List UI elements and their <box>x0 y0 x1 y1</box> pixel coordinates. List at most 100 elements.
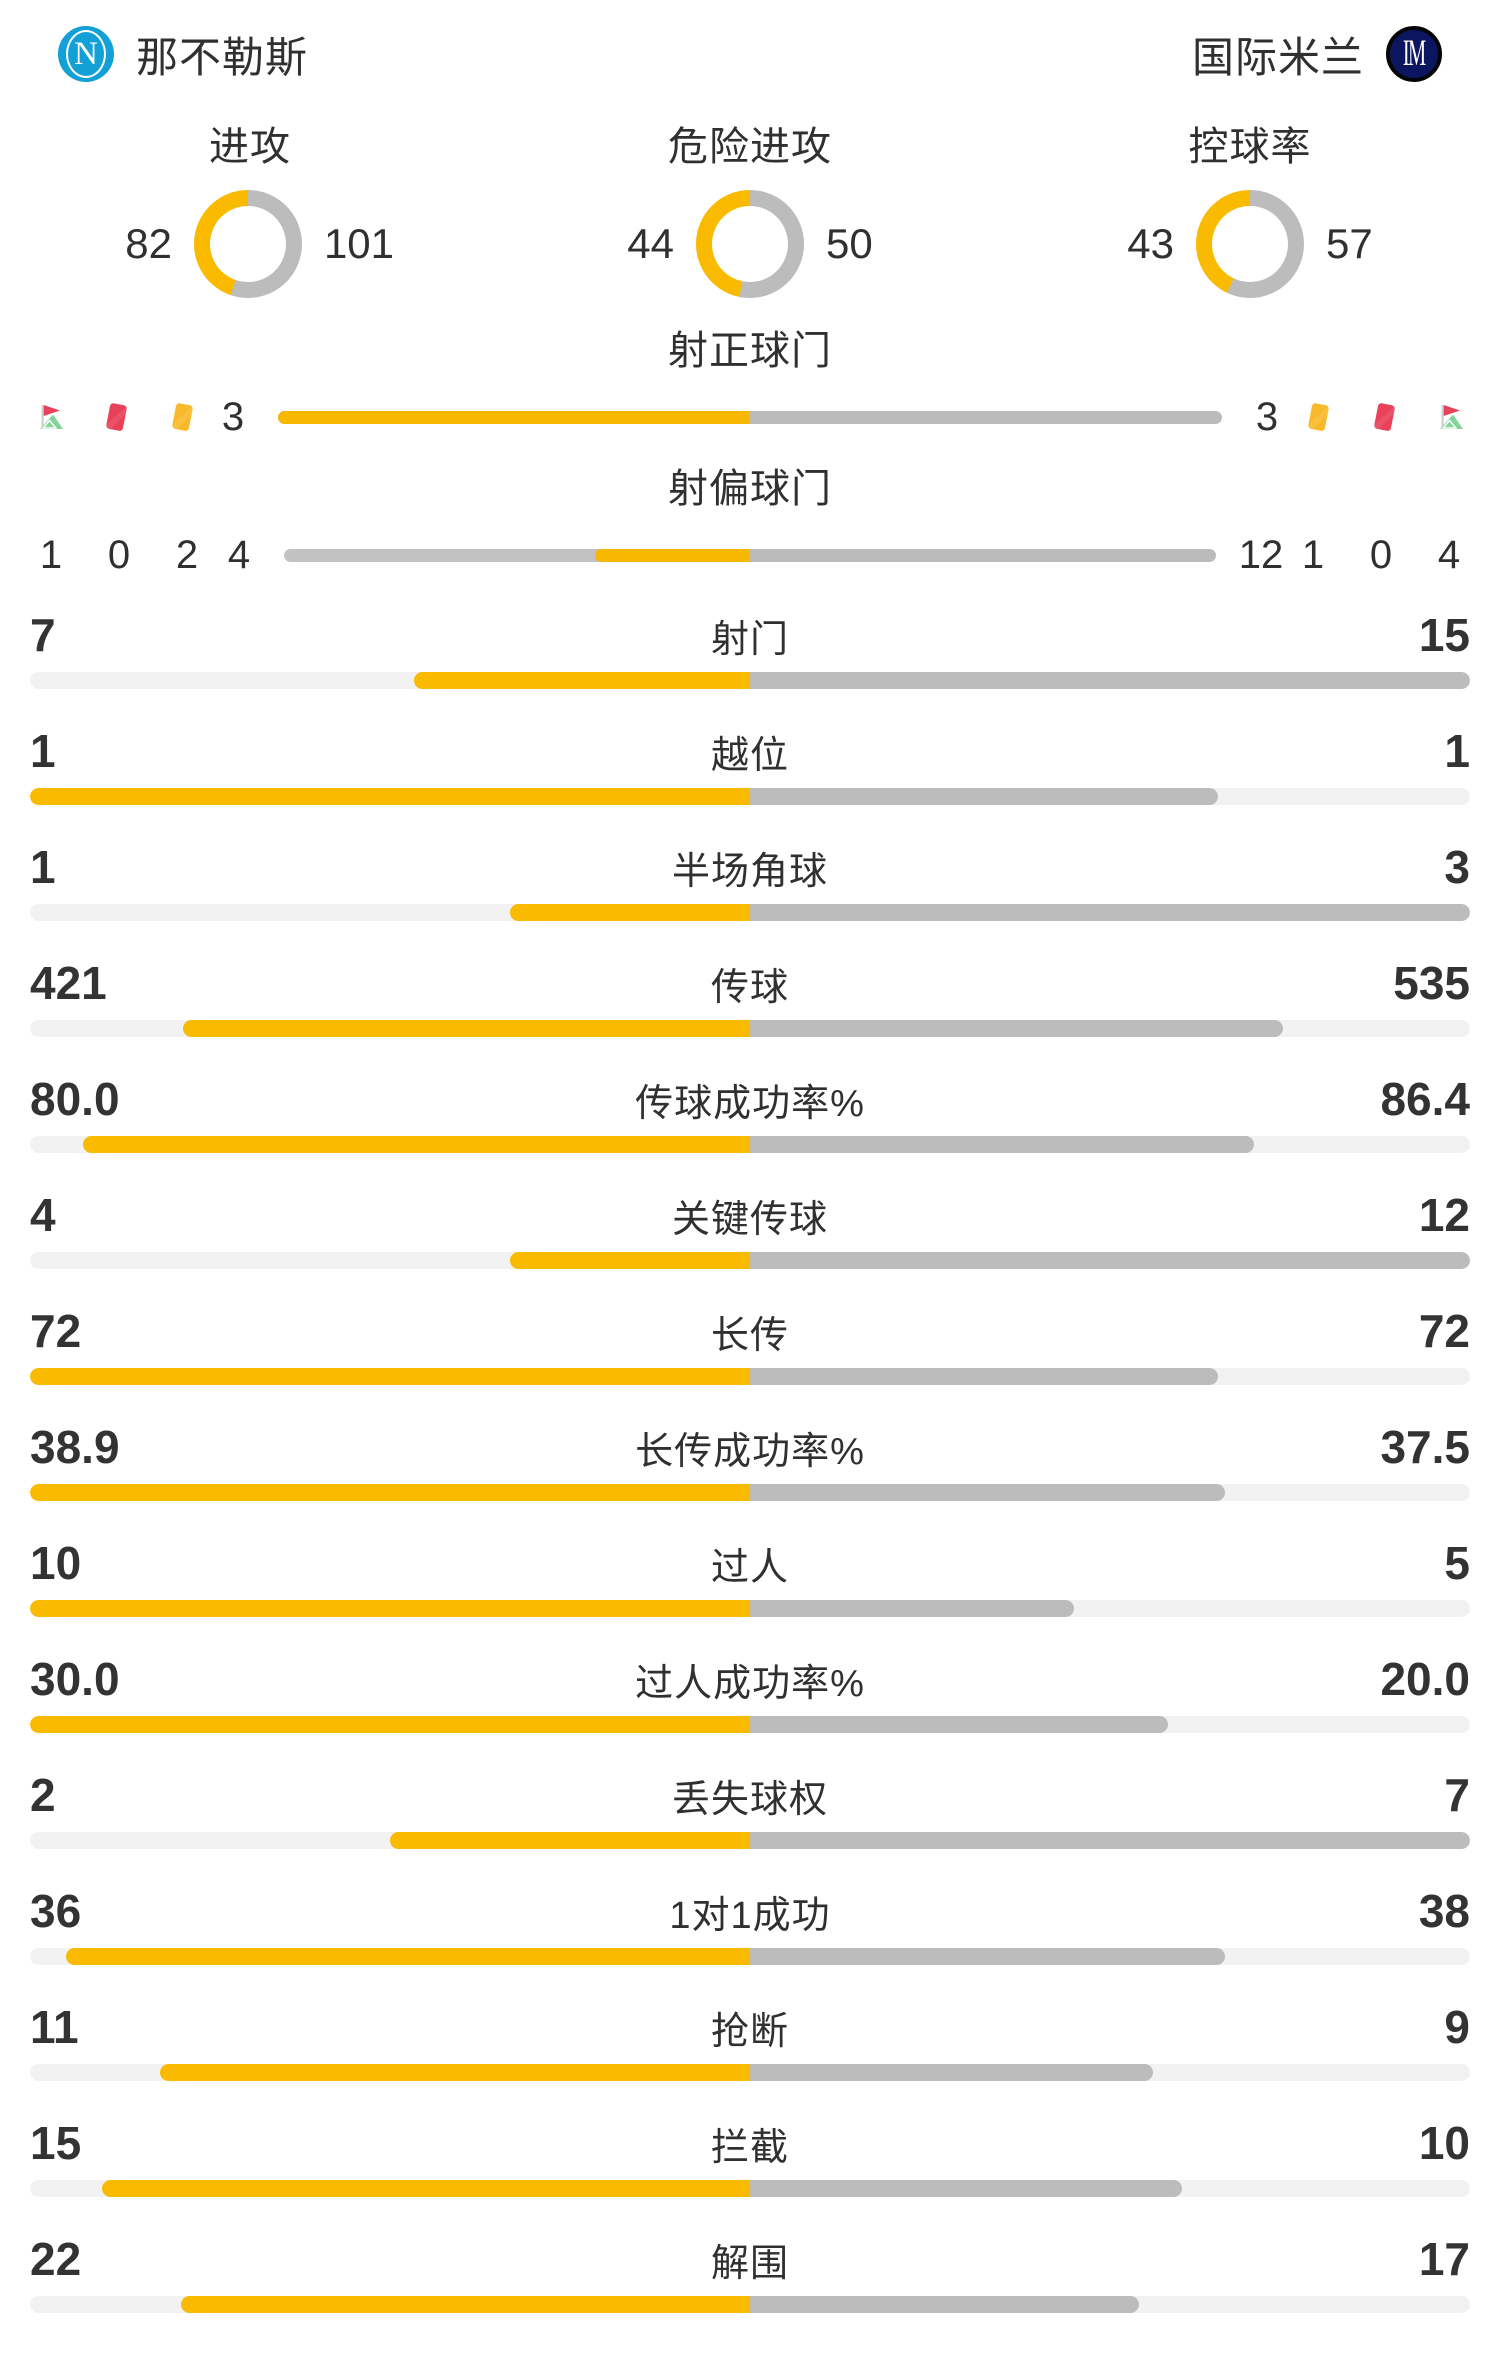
stat-bar-home <box>183 1020 750 1037</box>
stat-away-value: 86.4 <box>1380 1073 1470 1125</box>
home-discipline-icons <box>30 397 202 437</box>
stat-bar-home <box>30 788 750 805</box>
stat-away-value: 1 <box>1444 725 1470 777</box>
stat-row: 80.0 传球成功率% 86.4 <box>0 1062 1500 1178</box>
stat-label: 射门 <box>710 618 789 661</box>
stat-bar-away <box>750 1368 1218 1385</box>
home-red-card-count: 0 <box>107 532 131 577</box>
donut-away-value: 50 <box>826 220 873 267</box>
stat-label: 关键传球 <box>671 1198 828 1241</box>
stat-away-value: 3 <box>1444 841 1470 893</box>
stat-away-value: 12 <box>1418 1189 1470 1241</box>
napoli-crest-letter: N <box>74 35 98 72</box>
stat-bar-track <box>30 1020 1470 1037</box>
stat-bar-away <box>750 1252 1470 1269</box>
stat-bar-home <box>83 1136 750 1153</box>
stat-bar-away <box>750 1948 1226 1965</box>
stat-away-value: 38 <box>1418 1885 1470 1937</box>
stat-away-value: 10 <box>1418 2117 1470 2169</box>
stat-row: 11 抢断 9 <box>0 1990 1500 2106</box>
stat-label: 越位 <box>710 734 789 777</box>
donut-home-value: 44 <box>627 220 674 267</box>
away-team-name: 国际米兰 <box>1191 33 1364 81</box>
donut-ring <box>1196 190 1304 298</box>
stat-label: 长传成功率% <box>635 1430 865 1473</box>
stat-label: 拦截 <box>710 2126 789 2169</box>
stat-label: 半场角球 <box>671 850 828 893</box>
stat-row: 22 解围 17 <box>0 2222 1500 2338</box>
stat-away-value: 15 <box>1418 609 1470 661</box>
stat-bar-track <box>30 1252 1470 1269</box>
donut-cell-0: 进攻 82 101 <box>0 114 500 298</box>
stat-bar-away <box>750 1484 1226 1501</box>
stat-row: 1 半场角球 3 <box>0 830 1500 946</box>
donut-away-value: 101 <box>323 220 395 267</box>
stat-bar-away <box>750 1832 1470 1849</box>
stat-bar-away <box>750 1020 1283 1037</box>
stat-label: 1对1成功 <box>669 1894 831 1937</box>
stat-row: 7 射门 15 <box>0 598 1500 714</box>
stat-home-value: 1 <box>30 725 56 777</box>
stat-bar-away <box>750 904 1470 921</box>
stat-bar-away <box>750 1136 1254 1153</box>
donut-ring <box>696 190 804 298</box>
stat-bar-home <box>510 904 750 921</box>
home-yellow-card-count: 2 <box>175 532 199 577</box>
away-corner-flag-count: 4 <box>1437 532 1461 577</box>
shots-on-target-home: 3 <box>221 394 245 439</box>
stat-away-value: 9 <box>1444 2001 1470 2053</box>
stat-row: 1 越位 1 <box>0 714 1500 830</box>
stat-label: 传球成功率% <box>635 1082 865 1125</box>
shots-off-target-home: 4 <box>227 532 251 577</box>
stat-row: 38.9 长传成功率% 37.5 <box>0 1410 1500 1526</box>
donut-hole <box>712 206 788 282</box>
stat-label: 长传 <box>710 1314 789 1357</box>
stat-bar-track <box>30 1368 1470 1385</box>
stat-label: 传球 <box>710 966 789 1009</box>
shots-on-target-row: 3 3 <box>0 378 1500 456</box>
donut-away-value: 57 <box>1326 220 1373 267</box>
stat-label: 过人成功率% <box>635 1662 865 1705</box>
corner-flag-icon <box>1430 397 1470 437</box>
stat-away-value: 7 <box>1444 1769 1470 1821</box>
home-team-name: 那不勒斯 <box>136 33 309 81</box>
home-team[interactable]: N 那不勒斯 <box>58 24 308 85</box>
stat-home-value: 30.0 <box>30 1653 120 1705</box>
shots-off-target-away: 12 <box>1238 532 1284 577</box>
away-discipline-icons <box>1298 397 1470 437</box>
stat-bar-home <box>30 1716 750 1733</box>
stat-label: 过人 <box>710 1546 789 1589</box>
donut-ring <box>193 190 302 298</box>
shots-off-target-label: 射偏球门 <box>668 467 832 511</box>
stat-row: 72 长传 72 <box>0 1294 1500 1410</box>
stat-bar-away <box>750 2180 1182 2197</box>
match-header: N 那不勒斯 国际米兰 IM <box>0 0 1500 108</box>
stat-away-value: 37.5 <box>1380 1421 1470 1473</box>
home-corner-flag-count: 1 <box>39 532 63 577</box>
stat-bar-track <box>30 1484 1470 1501</box>
stat-bar-away <box>750 2064 1154 2081</box>
stat-home-value: 38.9 <box>30 1421 120 1473</box>
stat-home-value: 15 <box>30 2117 82 2169</box>
stat-home-value: 1 <box>30 841 56 893</box>
inter-crest-letter: IM <box>1403 33 1426 75</box>
stat-home-value: 10 <box>30 1537 82 1589</box>
donut-title: 控球率 <box>1188 125 1312 169</box>
stat-bar-away <box>750 1716 1168 1733</box>
stat-home-value: 421 <box>30 957 107 1009</box>
stat-bar-home <box>510 1252 750 1269</box>
stat-bar-away <box>750 2296 1139 2313</box>
away-team[interactable]: 国际米兰 IM <box>1192 24 1442 85</box>
yellow-card-icon <box>1298 397 1338 437</box>
red-card-icon <box>1364 397 1404 437</box>
stat-home-value: 36 <box>30 1885 82 1937</box>
stat-bar-home <box>390 1832 750 1849</box>
shots-off-target-bar <box>284 548 1216 562</box>
stat-row: 4 关键传球 12 <box>0 1178 1500 1294</box>
stat-home-value: 22 <box>30 2233 82 2285</box>
stat-home-value: 80.0 <box>30 1073 120 1125</box>
stat-home-value: 7 <box>30 609 56 661</box>
donut-title: 进攻 <box>209 125 291 169</box>
